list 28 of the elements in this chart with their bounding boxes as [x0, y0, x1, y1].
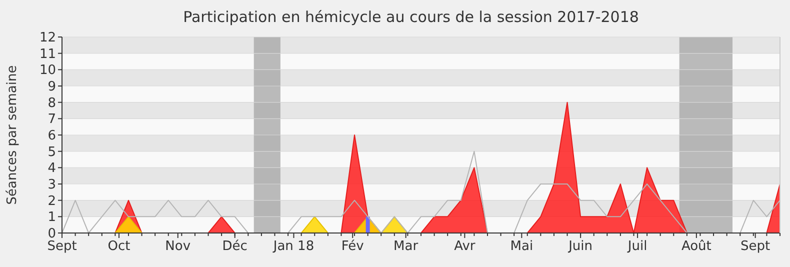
- y-tick-label: 12: [39, 30, 56, 46]
- x-tick-label: Oct: [108, 239, 130, 254]
- y-tick-label: 10: [39, 63, 56, 78]
- y-tick-label: 1: [48, 210, 56, 226]
- x-tick-label: Avr: [454, 239, 476, 254]
- x-tick-label: Fév: [341, 239, 364, 254]
- y-tick-label: 8: [48, 96, 56, 111]
- y-tick-label: 3: [48, 178, 56, 193]
- x-tick-label: Jan 18: [272, 239, 314, 254]
- y-tick-label: 11: [39, 46, 56, 62]
- x-tick-label: Sept: [740, 239, 770, 254]
- chart-title: Participation en hémicycle au cours de la session 2017-2018: [183, 8, 639, 26]
- y-tick-label: 0: [48, 226, 56, 242]
- y-tick-label: 4: [48, 161, 56, 176]
- y-tick-label: 5: [48, 144, 56, 160]
- y-tick-label: 6: [48, 128, 56, 144]
- x-tick-label: Nov: [165, 239, 191, 254]
- x-tick-label: Juil: [626, 239, 648, 254]
- y-tick-label: 7: [48, 112, 56, 128]
- y-tick-label: 2: [48, 194, 56, 209]
- x-tick-label: Déc: [222, 239, 248, 254]
- y-axis-title: Séances par semaine: [5, 65, 20, 205]
- x-tick-label: Mai: [510, 239, 534, 254]
- x-tick-label: Mar: [394, 239, 419, 254]
- y-tick-label: 9: [48, 80, 56, 95]
- x-tick-label: Août: [681, 239, 712, 254]
- x-tick-label: Sept: [47, 239, 77, 254]
- x-tick-label: Juin: [568, 239, 593, 254]
